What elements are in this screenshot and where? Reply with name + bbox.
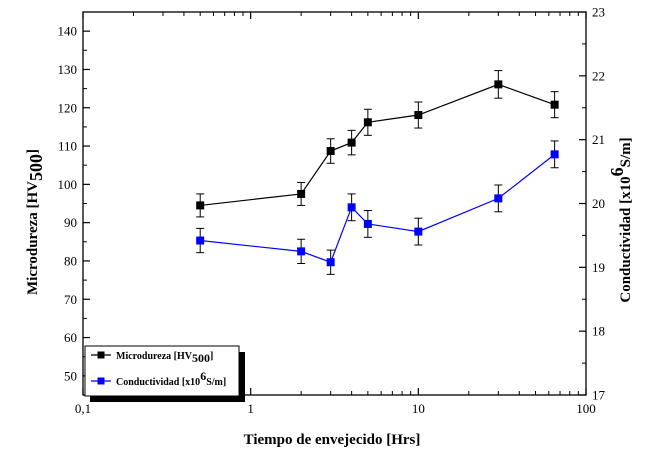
- y-left-tick-label: 100: [58, 177, 78, 192]
- point-microdureza: [297, 189, 306, 198]
- point-conductividad: [363, 219, 372, 228]
- y-left-tick-label: 70: [64, 292, 77, 307]
- point-conductividad: [414, 227, 423, 236]
- legend-microdureza-close: ]: [210, 351, 213, 362]
- point-conductividad: [550, 150, 559, 159]
- point-microdureza: [326, 147, 335, 156]
- legend: Microdureza [HV500] Conductividad [x106S…: [84, 345, 245, 402]
- point-conductividad: [494, 194, 503, 203]
- y-left-tick-label: 140: [58, 24, 78, 39]
- x-tick-label: 100: [576, 401, 596, 416]
- legend-microdureza-sub: 500: [192, 351, 210, 365]
- y-right-tick-label: 18: [592, 324, 605, 339]
- y-right-tick-label: 19: [592, 260, 605, 275]
- point-microdureza: [196, 201, 205, 210]
- point-microdureza: [347, 138, 356, 147]
- point-conductividad: [297, 247, 306, 256]
- legend-conductividad-unit: S/m]: [206, 377, 226, 388]
- point-microdureza: [414, 111, 423, 120]
- plot-area-border: [82, 11, 587, 396]
- legend-conductividad-text: Conductividad [x10: [116, 377, 200, 388]
- legend-microdureza-text: Microdureza [HV: [116, 351, 193, 362]
- x-tick-label: 10: [412, 401, 425, 416]
- legend-label-microdureza: Microdureza [HV500]: [116, 351, 213, 365]
- point-microdureza: [494, 80, 503, 89]
- y-left-axis-title: Microdureza [HV500]: [25, 149, 46, 295]
- y-right-tick-label: 17: [592, 388, 606, 403]
- series-line-conductividad: [200, 153, 555, 263]
- y-right-tick-label: 20: [592, 196, 605, 211]
- y-right-title-text: Conductividad [x10: [618, 176, 634, 302]
- point-microdureza: [550, 100, 559, 109]
- legend-conductividad-sup: 6: [200, 369, 206, 383]
- y-left-tick-label: 130: [58, 62, 78, 77]
- point-microdureza: [363, 118, 372, 127]
- y-left-tick-label: 90: [64, 215, 77, 230]
- axis-ticks: 0,1 1 10 1005060708090100110120130140171819…: [58, 5, 606, 417]
- y-left-title-sub: 500: [26, 154, 46, 181]
- y-right-title-sup: 6: [607, 167, 627, 176]
- point-conductividad: [196, 236, 205, 245]
- y-left-tick-label: 120: [58, 100, 78, 115]
- y-left-tick-label: 80: [64, 253, 77, 268]
- point-conductividad: [347, 203, 356, 212]
- y-left-title-close: ]: [25, 149, 41, 154]
- plot-frame: [82, 11, 587, 396]
- series-line-microdureza: [200, 83, 555, 207]
- y-left-tick-label: 60: [64, 330, 77, 345]
- legend-box: [84, 345, 240, 397]
- x-tick-label: 0,1: [75, 401, 91, 416]
- y-right-axis-title: Conductividad [x106S/m]: [607, 137, 634, 302]
- legend-label-conductividad: Conductividad [x106S/m]: [116, 369, 226, 388]
- series-layer: [196, 70, 559, 275]
- legend-marker-microdureza: [97, 351, 105, 359]
- y-left-title-text: Microdureza [HV: [25, 181, 41, 295]
- x-tick-label: 1: [247, 401, 254, 416]
- point-conductividad: [326, 258, 335, 267]
- y-left-tick-label: 50: [64, 368, 77, 383]
- y-right-tick-label: 21: [592, 132, 605, 147]
- y-right-tick-label: 22: [592, 68, 605, 83]
- y-left-tick-label: 110: [58, 139, 77, 154]
- x-axis-title: Tiempo de envejecido [Hrs]: [244, 432, 421, 448]
- legend-marker-conductividad: [97, 377, 105, 385]
- y-right-tick-label: 23: [592, 5, 605, 20]
- y-right-title-unit: S/m]: [618, 137, 634, 167]
